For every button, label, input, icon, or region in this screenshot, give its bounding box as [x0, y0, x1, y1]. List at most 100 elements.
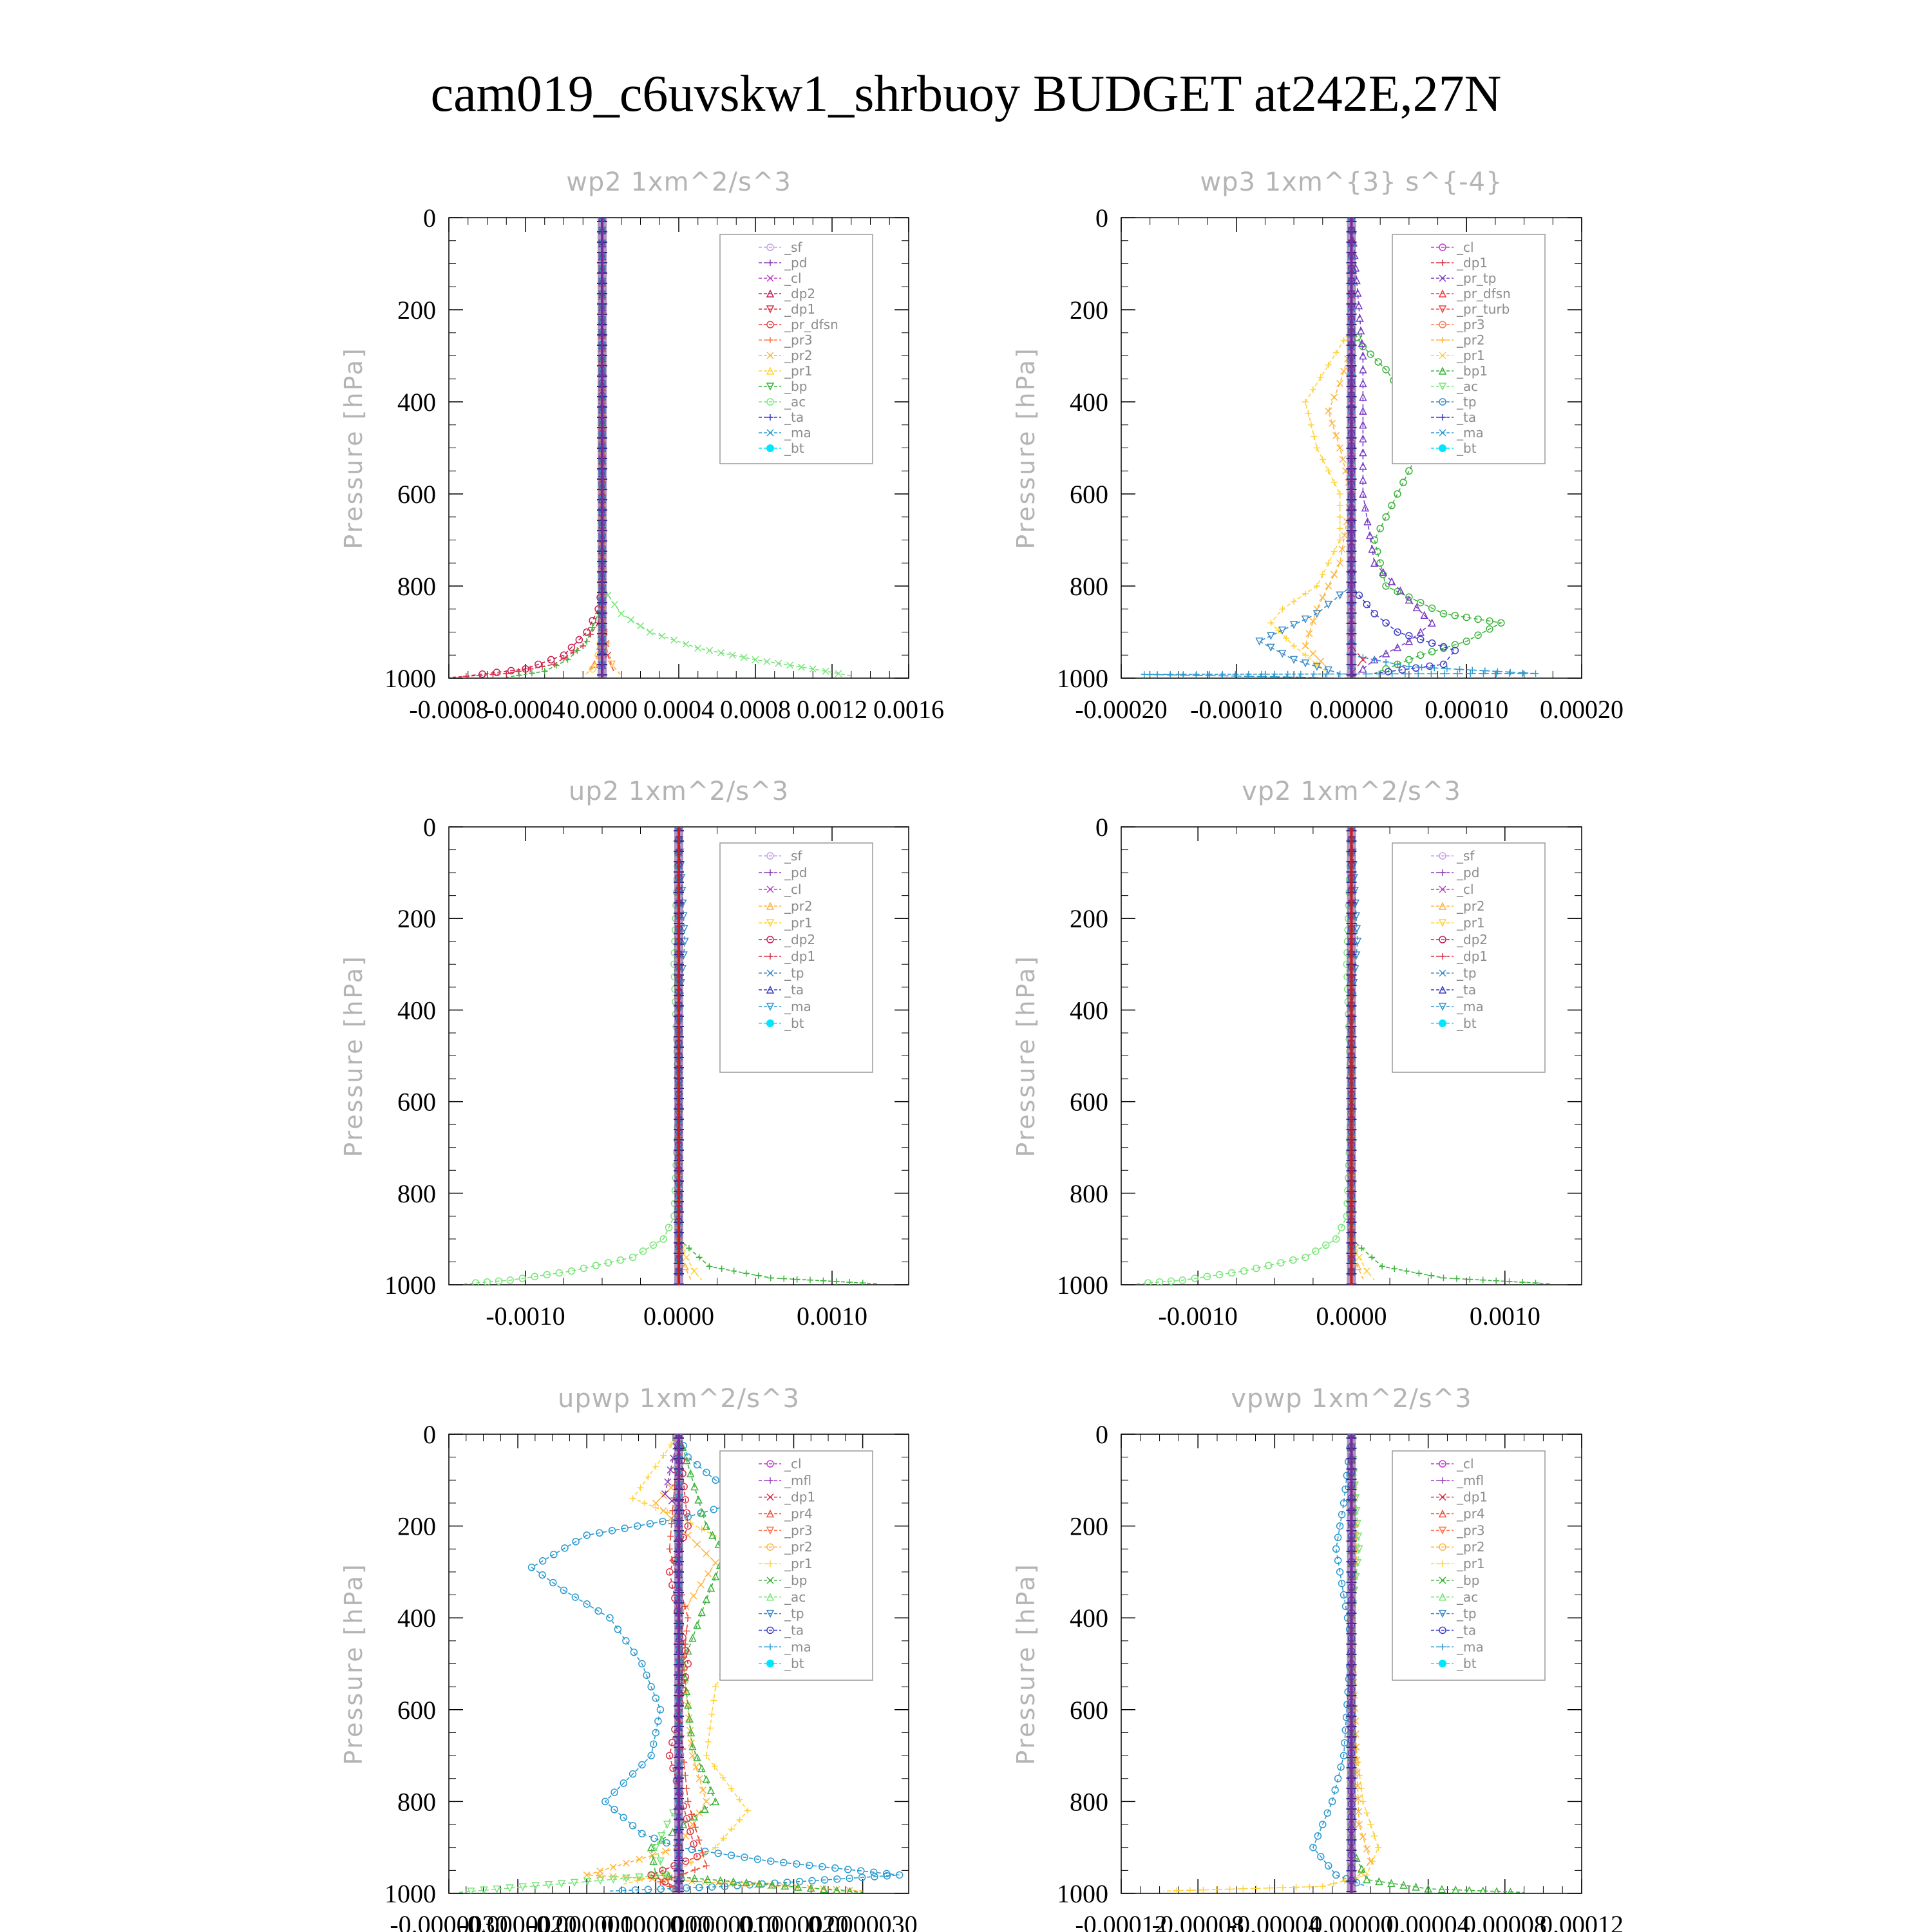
legend-marker: [1438, 1593, 1447, 1601]
data-point: [1309, 1843, 1317, 1852]
y-tick-label: 400: [397, 1604, 436, 1633]
data-point: [1353, 1558, 1362, 1567]
data-point: [1359, 1833, 1367, 1841]
data-point: [1313, 661, 1320, 668]
legend-marker: [766, 1577, 774, 1584]
legend-item: _ta: [1431, 410, 1476, 425]
data-point: [635, 1873, 643, 1882]
data-point: [596, 1529, 603, 1537]
data-point: [1309, 386, 1316, 393]
data-point: [549, 1578, 557, 1587]
data-point: [1240, 1267, 1248, 1275]
data-point: [1428, 639, 1436, 647]
data-point: [1319, 1821, 1327, 1828]
data-point: [1359, 351, 1367, 360]
data-point: [1325, 361, 1332, 368]
legend-label: _ac: [784, 394, 806, 410]
legend-marker: [1439, 869, 1446, 876]
data-point: [1363, 1267, 1370, 1275]
data-point: [1252, 1264, 1260, 1273]
data-point: [1486, 625, 1493, 633]
y-tick-label: 1000: [384, 664, 436, 693]
legend-label: _ta: [1456, 982, 1476, 998]
data-point: [1257, 673, 1264, 678]
data-point: [668, 1874, 676, 1881]
data-point: [1405, 467, 1413, 475]
legend: _sf_pd_cl_dp2_dp1_pr_dfsn_pr3_pr2_pr1_bp…: [719, 234, 873, 464]
data-point: [808, 1877, 816, 1885]
data-point: [1314, 1832, 1322, 1840]
data-point: [658, 1832, 666, 1841]
data-point: [1354, 1532, 1363, 1541]
data-point: [493, 668, 501, 676]
data-point: [781, 1275, 788, 1282]
legend: _sf_pd _cl_pr2_pr1_dp2 _dp1_tp_ta_ma _bt: [719, 842, 873, 1073]
panel-title: up2 1xm^2/s^3: [569, 777, 789, 806]
legend-item: _pr_dfsn: [759, 317, 838, 332]
data-point: [654, 1717, 662, 1725]
legend-item: _ta: [759, 982, 804, 998]
data-point: [703, 1875, 712, 1883]
data-point: [728, 1826, 735, 1833]
data-point: [662, 1848, 670, 1855]
legend-item: _bt: [759, 1656, 804, 1671]
data-point: [606, 1614, 614, 1622]
data-point: [656, 1857, 665, 1866]
legend-item: _cl: [759, 270, 802, 286]
legend-item: _pr1: [759, 363, 813, 379]
data-point: [1359, 421, 1367, 429]
data-point: [620, 1814, 628, 1822]
legend-label: _ac: [784, 1589, 806, 1605]
data-point: [647, 1871, 655, 1879]
data-point: [706, 1786, 715, 1795]
legend-marker: [1439, 398, 1446, 406]
data-point: [869, 1868, 878, 1876]
legend-item: _pr1: [759, 1556, 813, 1571]
data-point: [1405, 595, 1414, 604]
data-point: [1309, 618, 1317, 625]
legend-marker: [1438, 289, 1447, 298]
data-point: [1291, 642, 1298, 649]
y-tick-label: 200: [397, 904, 436, 933]
data-point: [690, 1840, 697, 1848]
legend-marker: [766, 936, 774, 943]
legend-item: _cl: [759, 882, 802, 897]
legend-marker: [766, 1460, 774, 1468]
data-point: [1382, 582, 1390, 590]
data-point: [1493, 1277, 1500, 1284]
data-point: [693, 1461, 701, 1469]
data-point: [659, 1507, 667, 1515]
data-point: [1334, 1533, 1342, 1542]
data-point: [1359, 434, 1367, 442]
data-point: [1367, 1821, 1374, 1828]
data-point: [681, 1262, 689, 1271]
data-point: [493, 1885, 501, 1893]
x-tick-label: -0.0000020: [459, 1910, 576, 1932]
data-point: [1359, 462, 1367, 470]
data-point: [668, 1441, 675, 1448]
data-point: [1317, 374, 1324, 381]
data-point: [506, 1884, 514, 1893]
data-point: [1358, 339, 1366, 347]
legend-label: _ma: [784, 999, 811, 1014]
data-point: [1363, 1810, 1370, 1817]
legend-marker: [766, 902, 775, 910]
data-point: [575, 636, 583, 644]
panel-4: vp2 1xm^2/s^3 0 200 400 600 800 1000 -0.0010 0.0…: [1012, 777, 1582, 1331]
data-point: [718, 1265, 725, 1273]
legend-label: _dp1: [1456, 255, 1488, 270]
series-line-pr2: [1350, 827, 1365, 1281]
data-point: [550, 1551, 558, 1558]
data-point: [807, 1884, 815, 1892]
data-point: [1155, 1278, 1164, 1285]
y-tick-label: 0: [423, 1420, 436, 1449]
legend-item: _pr3: [1431, 1522, 1485, 1538]
data-point: [553, 662, 560, 669]
data-point: [699, 1786, 707, 1794]
series-line-pr2: [586, 1479, 863, 1892]
data-point: [1325, 407, 1332, 415]
data-point: [567, 1267, 576, 1275]
data-point: [703, 1862, 710, 1870]
data-point: [1399, 1880, 1408, 1889]
data-point: [1296, 674, 1303, 678]
